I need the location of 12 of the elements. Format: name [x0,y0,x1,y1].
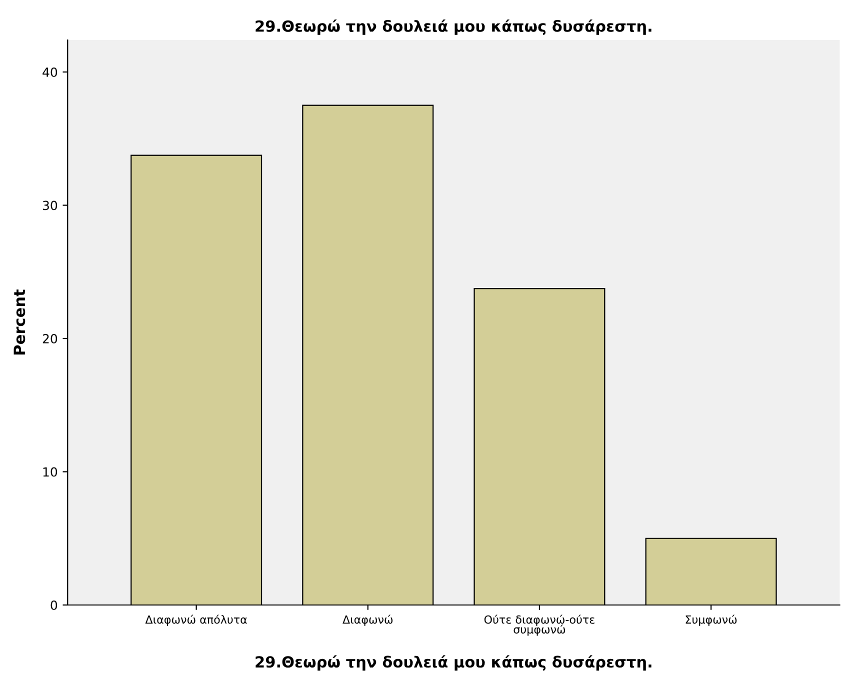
chart-title: 29.Θεωρώ την δουλειά μου κάπως δυσάρεστη. [256,19,652,35]
x-tick-label: Διαφωνώ [342,614,393,626]
x-tick-label: Ούτε διαφωνώ-ούτε συμφωνώ [484,614,594,636]
y-tick-label: 20 [42,334,58,344]
y-tick-label: 0 [50,600,58,610]
x-axis-title: 29.Θεωρώ την δουλειά μου κάπως δυσάρεστη. [256,655,652,671]
y-tick-label: 30 [42,200,58,210]
x-tick-label: Συμφωνώ [686,614,737,626]
y-tick-label: 40 [42,67,58,77]
y-axis-title: Percent [14,290,26,354]
x-tick-label: Διαφωνώ απόλυτα [145,614,247,626]
y-tick-label: 10 [43,467,58,477]
